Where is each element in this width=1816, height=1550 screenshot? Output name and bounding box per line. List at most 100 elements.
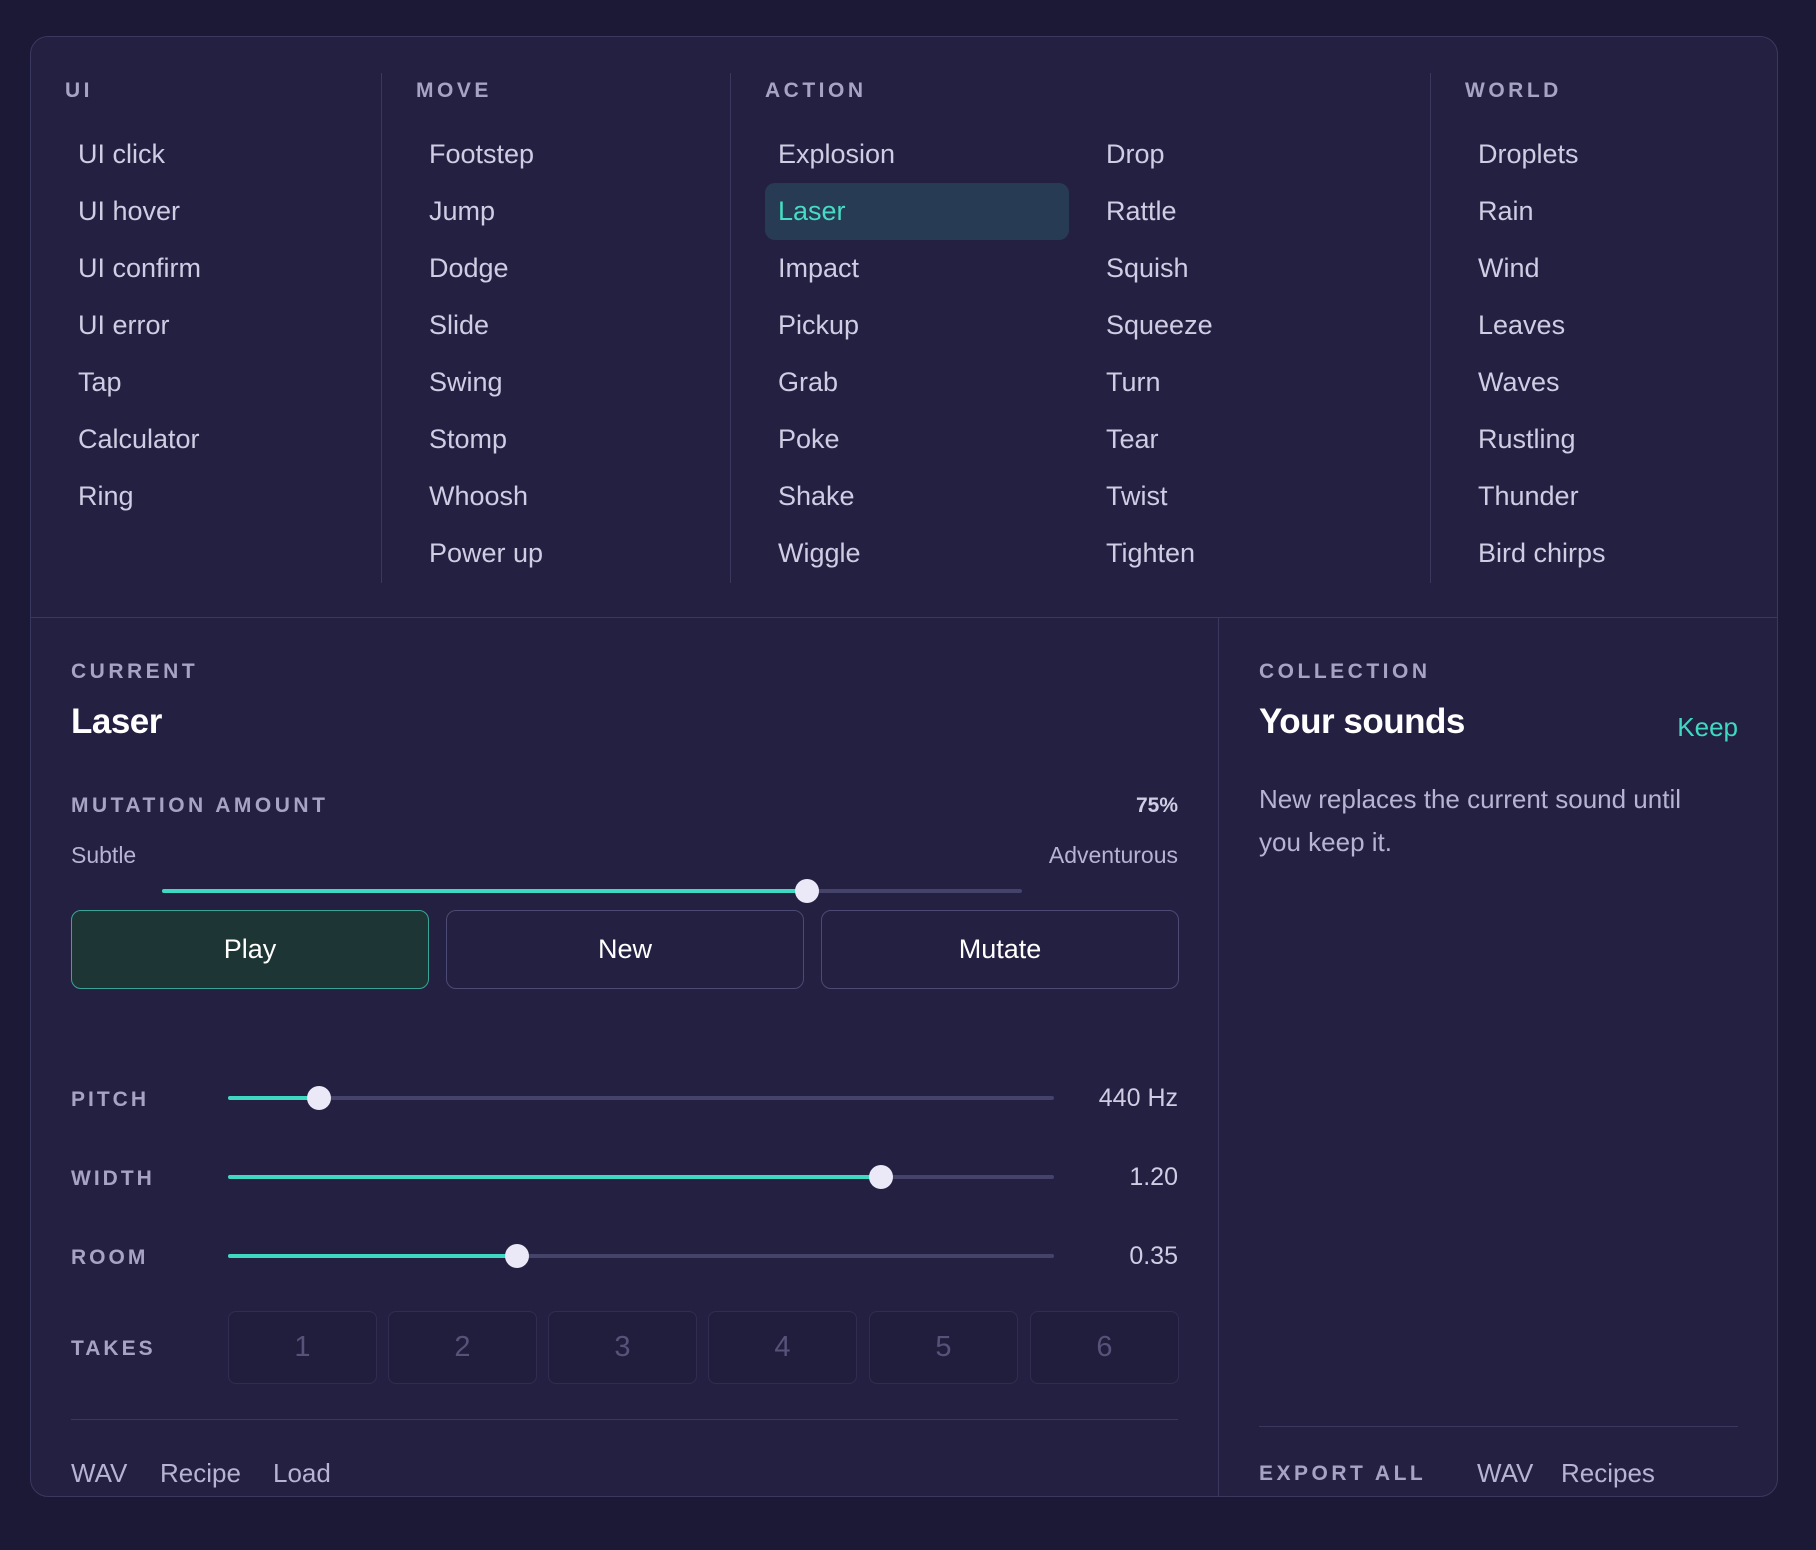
sound-item[interactable]: Twist <box>1106 481 1168 511</box>
category-heading: WORLD <box>1465 79 1562 102</box>
mutation-amount-value: 75% <box>1135 794 1178 817</box>
category-list: Footstep Jump Dodge Slide Swing Stomp Wh… <box>416 126 720 582</box>
divider <box>1259 1426 1738 1427</box>
category-heading: MOVE <box>416 79 492 102</box>
sound-item[interactable]: Grab <box>778 367 839 397</box>
collection-label: COLLECTION <box>1259 660 1431 683</box>
current-sound-section: CURRENT Laser MUTATION AMOUNT 75% Subtle… <box>31 618 1219 1496</box>
sound-item[interactable]: Tap <box>78 367 122 397</box>
sound-generator-panel: UI UI click UI hover UI confirm UI error… <box>30 36 1778 1497</box>
divider <box>71 1419 1178 1420</box>
sound-item[interactable]: UI click <box>78 139 165 169</box>
sound-item[interactable]: Ring <box>78 481 134 511</box>
pitch-slider-fill <box>228 1096 319 1100</box>
recipe-link[interactable]: Recipe <box>160 1458 241 1488</box>
room-slider-thumb[interactable] <box>505 1244 530 1268</box>
sound-item[interactable]: Shake <box>778 481 855 511</box>
take-button[interactable]: 5 <box>869 1311 1018 1384</box>
sound-item[interactable]: Waves <box>1478 367 1560 397</box>
load-link[interactable]: Load <box>273 1458 331 1488</box>
sound-item[interactable]: Jump <box>429 196 496 226</box>
width-value: 1.20 <box>1129 1163 1178 1191</box>
sound-item[interactable]: Wiggle <box>778 538 861 568</box>
new-button[interactable]: New <box>446 910 804 989</box>
mutation-amount-label: MUTATION AMOUNT <box>71 794 329 817</box>
sound-item[interactable]: Whoosh <box>429 481 529 511</box>
sound-item[interactable]: Swing <box>429 367 503 397</box>
sound-item[interactable]: Squeeze <box>1106 310 1213 340</box>
category-browser: UI UI click UI hover UI confirm UI error… <box>31 37 1777 618</box>
sound-item[interactable]: Turn <box>1106 367 1161 397</box>
export-all-label: EXPORT ALL <box>1259 1462 1427 1485</box>
mutate-button[interactable]: Mutate <box>821 910 1179 989</box>
sound-item-selected[interactable]: Laser <box>765 183 1069 240</box>
category-list: Droplets Rain Wind Leaves Waves Rustling… <box>1465 126 1769 582</box>
category-list: Explosion Laser Impact Pickup Grab Poke … <box>765 126 1069 582</box>
take-button[interactable]: 1 <box>228 1311 377 1384</box>
export-wav-link[interactable]: WAV <box>1477 1458 1534 1488</box>
sound-item[interactable]: Tear <box>1106 424 1159 454</box>
category-heading: ACTION <box>765 79 867 102</box>
keep-button[interactable]: Keep <box>1677 712 1738 742</box>
pitch-slider-thumb[interactable] <box>306 1086 331 1110</box>
category-world: WORLD Droplets Rain Wind Leaves Waves Ru… <box>1430 73 1777 583</box>
take-button[interactable]: 2 <box>388 1311 537 1384</box>
sound-item[interactable]: Drop <box>1106 139 1165 169</box>
width-slider-fill <box>228 1175 881 1179</box>
sound-item[interactable]: Explosion <box>778 139 896 169</box>
mutation-slider-fill <box>162 889 807 893</box>
sound-item[interactable]: Poke <box>778 424 840 454</box>
play-button[interactable]: Play <box>71 910 429 989</box>
sound-item[interactable]: UI confirm <box>78 253 202 283</box>
current-sound-title: Laser <box>71 702 162 741</box>
sound-item[interactable]: Rattle <box>1106 196 1177 226</box>
sound-item[interactable]: Bird chirps <box>1478 538 1606 568</box>
category-move: MOVE Footstep Jump Dodge Slide Swing Sto… <box>381 73 730 583</box>
mutation-max-label: Adventurous <box>1048 842 1178 868</box>
collection-title: Your sounds <box>1259 702 1465 741</box>
sound-item[interactable]: Slide <box>429 310 490 340</box>
pitch-slider[interactable] <box>228 1086 1054 1110</box>
sound-item[interactable]: Squish <box>1106 253 1189 283</box>
take-button[interactable]: 3 <box>548 1311 697 1384</box>
sound-item[interactable]: Droplets <box>1478 139 1579 169</box>
sound-item[interactable]: UI hover <box>78 196 181 226</box>
collection-section: COLLECTION Your sounds Keep New replaces… <box>1220 618 1777 1496</box>
sound-item[interactable]: UI error <box>78 310 170 340</box>
room-slider-fill <box>228 1254 518 1258</box>
sound-item[interactable]: Footstep <box>429 139 535 169</box>
mutation-min-label: Subtle <box>71 842 137 868</box>
export-recipes-link[interactable]: Recipes <box>1561 1458 1655 1488</box>
sound-item[interactable]: Wind <box>1478 253 1540 283</box>
sound-item[interactable]: Stomp <box>429 424 508 454</box>
room-slider[interactable] <box>228 1244 1054 1268</box>
category-list: UI click UI hover UI confirm UI error Ta… <box>65 126 369 525</box>
category-list: Drop Rattle Squish Squeeze Turn Tear Twi… <box>1093 126 1397 582</box>
sound-item[interactable]: Power up <box>429 538 544 568</box>
width-slider[interactable] <box>228 1165 1054 1189</box>
sound-item[interactable]: Rain <box>1478 196 1534 226</box>
sound-item[interactable]: Impact <box>778 253 860 283</box>
pitch-value: 440 Hz <box>1098 1084 1178 1112</box>
take-button[interactable]: 6 <box>1030 1311 1179 1384</box>
collection-description: New replaces the current sound until you… <box>1259 784 1682 857</box>
mutation-slider[interactable] <box>162 879 1022 903</box>
take-button[interactable]: 4 <box>708 1311 857 1384</box>
sound-item[interactable]: Tighten <box>1106 538 1196 568</box>
sound-item[interactable]: Rustling <box>1478 424 1576 454</box>
category-action: ACTION Explosion Laser Impact Pickup Gra… <box>730 73 1430 583</box>
sound-item[interactable]: Calculator <box>78 424 200 454</box>
sound-item[interactable]: Dodge <box>429 253 509 283</box>
category-heading: UI <box>65 79 93 102</box>
wav-link[interactable]: WAV <box>71 1458 128 1488</box>
mutation-slider-thumb[interactable] <box>795 879 819 903</box>
takes-label: TAKES <box>71 1337 156 1360</box>
sound-item[interactable]: Leaves <box>1478 310 1566 340</box>
category-ui: UI UI click UI hover UI confirm UI error… <box>65 73 381 583</box>
width-label: WIDTH <box>71 1167 155 1190</box>
width-slider-thumb[interactable] <box>868 1165 893 1189</box>
room-label: ROOM <box>71 1246 149 1269</box>
room-value: 0.35 <box>1129 1242 1178 1270</box>
sound-item[interactable]: Pickup <box>778 310 860 340</box>
sound-item[interactable]: Thunder <box>1478 481 1579 511</box>
